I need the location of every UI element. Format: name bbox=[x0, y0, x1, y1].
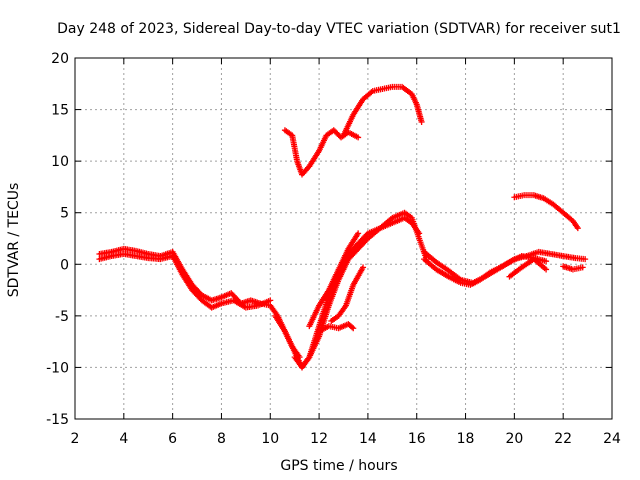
chart-title: Day 248 of 2023, Sidereal Day-to-day VTE… bbox=[57, 21, 621, 37]
series-arc-5 bbox=[306, 230, 362, 330]
series-arc-6 bbox=[328, 264, 367, 325]
grid bbox=[75, 58, 612, 419]
x-tick-label: 16 bbox=[408, 431, 426, 447]
y-tick-label: 15 bbox=[51, 103, 69, 119]
series-arc-1 bbox=[96, 245, 303, 361]
x-tick-label: 24 bbox=[603, 431, 621, 447]
x-axis-label: GPS time / hours bbox=[280, 458, 397, 474]
x-tick-label: 4 bbox=[119, 431, 128, 447]
y-tick-label: -10 bbox=[46, 360, 69, 376]
y-tick-label: 20 bbox=[51, 51, 69, 67]
y-tick-label: 0 bbox=[60, 257, 69, 273]
series-arc-3 bbox=[272, 214, 423, 371]
data-point bbox=[543, 266, 550, 273]
series-arc-12 bbox=[506, 256, 550, 280]
data-point bbox=[574, 225, 581, 232]
data-point bbox=[418, 118, 425, 125]
y-tick-label: 5 bbox=[60, 206, 69, 222]
data-point bbox=[579, 264, 586, 271]
y-tick-label: -5 bbox=[55, 309, 69, 325]
data-point bbox=[350, 325, 357, 332]
series-arc-9 bbox=[340, 83, 425, 139]
data-point bbox=[267, 297, 274, 304]
x-tick-label: 12 bbox=[310, 431, 328, 447]
data-point bbox=[360, 264, 367, 271]
x-tick-label: 8 bbox=[217, 431, 226, 447]
x-tick-label: 20 bbox=[505, 431, 523, 447]
data-point bbox=[355, 230, 362, 237]
data-point bbox=[582, 256, 589, 263]
series-arc-13 bbox=[560, 263, 586, 273]
x-tick-label: 2 bbox=[71, 431, 80, 447]
x-tick-label: 14 bbox=[359, 431, 377, 447]
series-arc-7 bbox=[316, 321, 357, 335]
data-point bbox=[349, 324, 356, 331]
series-arc-14 bbox=[511, 192, 581, 232]
x-tick-label: 6 bbox=[168, 431, 177, 447]
plot-frame bbox=[74, 57, 613, 420]
data-point bbox=[543, 258, 550, 265]
y-tick-label: -15 bbox=[46, 412, 69, 428]
series-arc-2 bbox=[96, 250, 274, 311]
x-tick-label: 22 bbox=[554, 431, 572, 447]
data-point bbox=[355, 134, 362, 141]
y-axis-label: SDTVAR / TECUs bbox=[6, 183, 22, 298]
x-tick-label: 10 bbox=[261, 431, 279, 447]
y-tick-label: 10 bbox=[51, 154, 69, 170]
data-series bbox=[96, 83, 589, 371]
series-arc-8 bbox=[281, 127, 362, 178]
x-tick-label: 18 bbox=[457, 431, 475, 447]
